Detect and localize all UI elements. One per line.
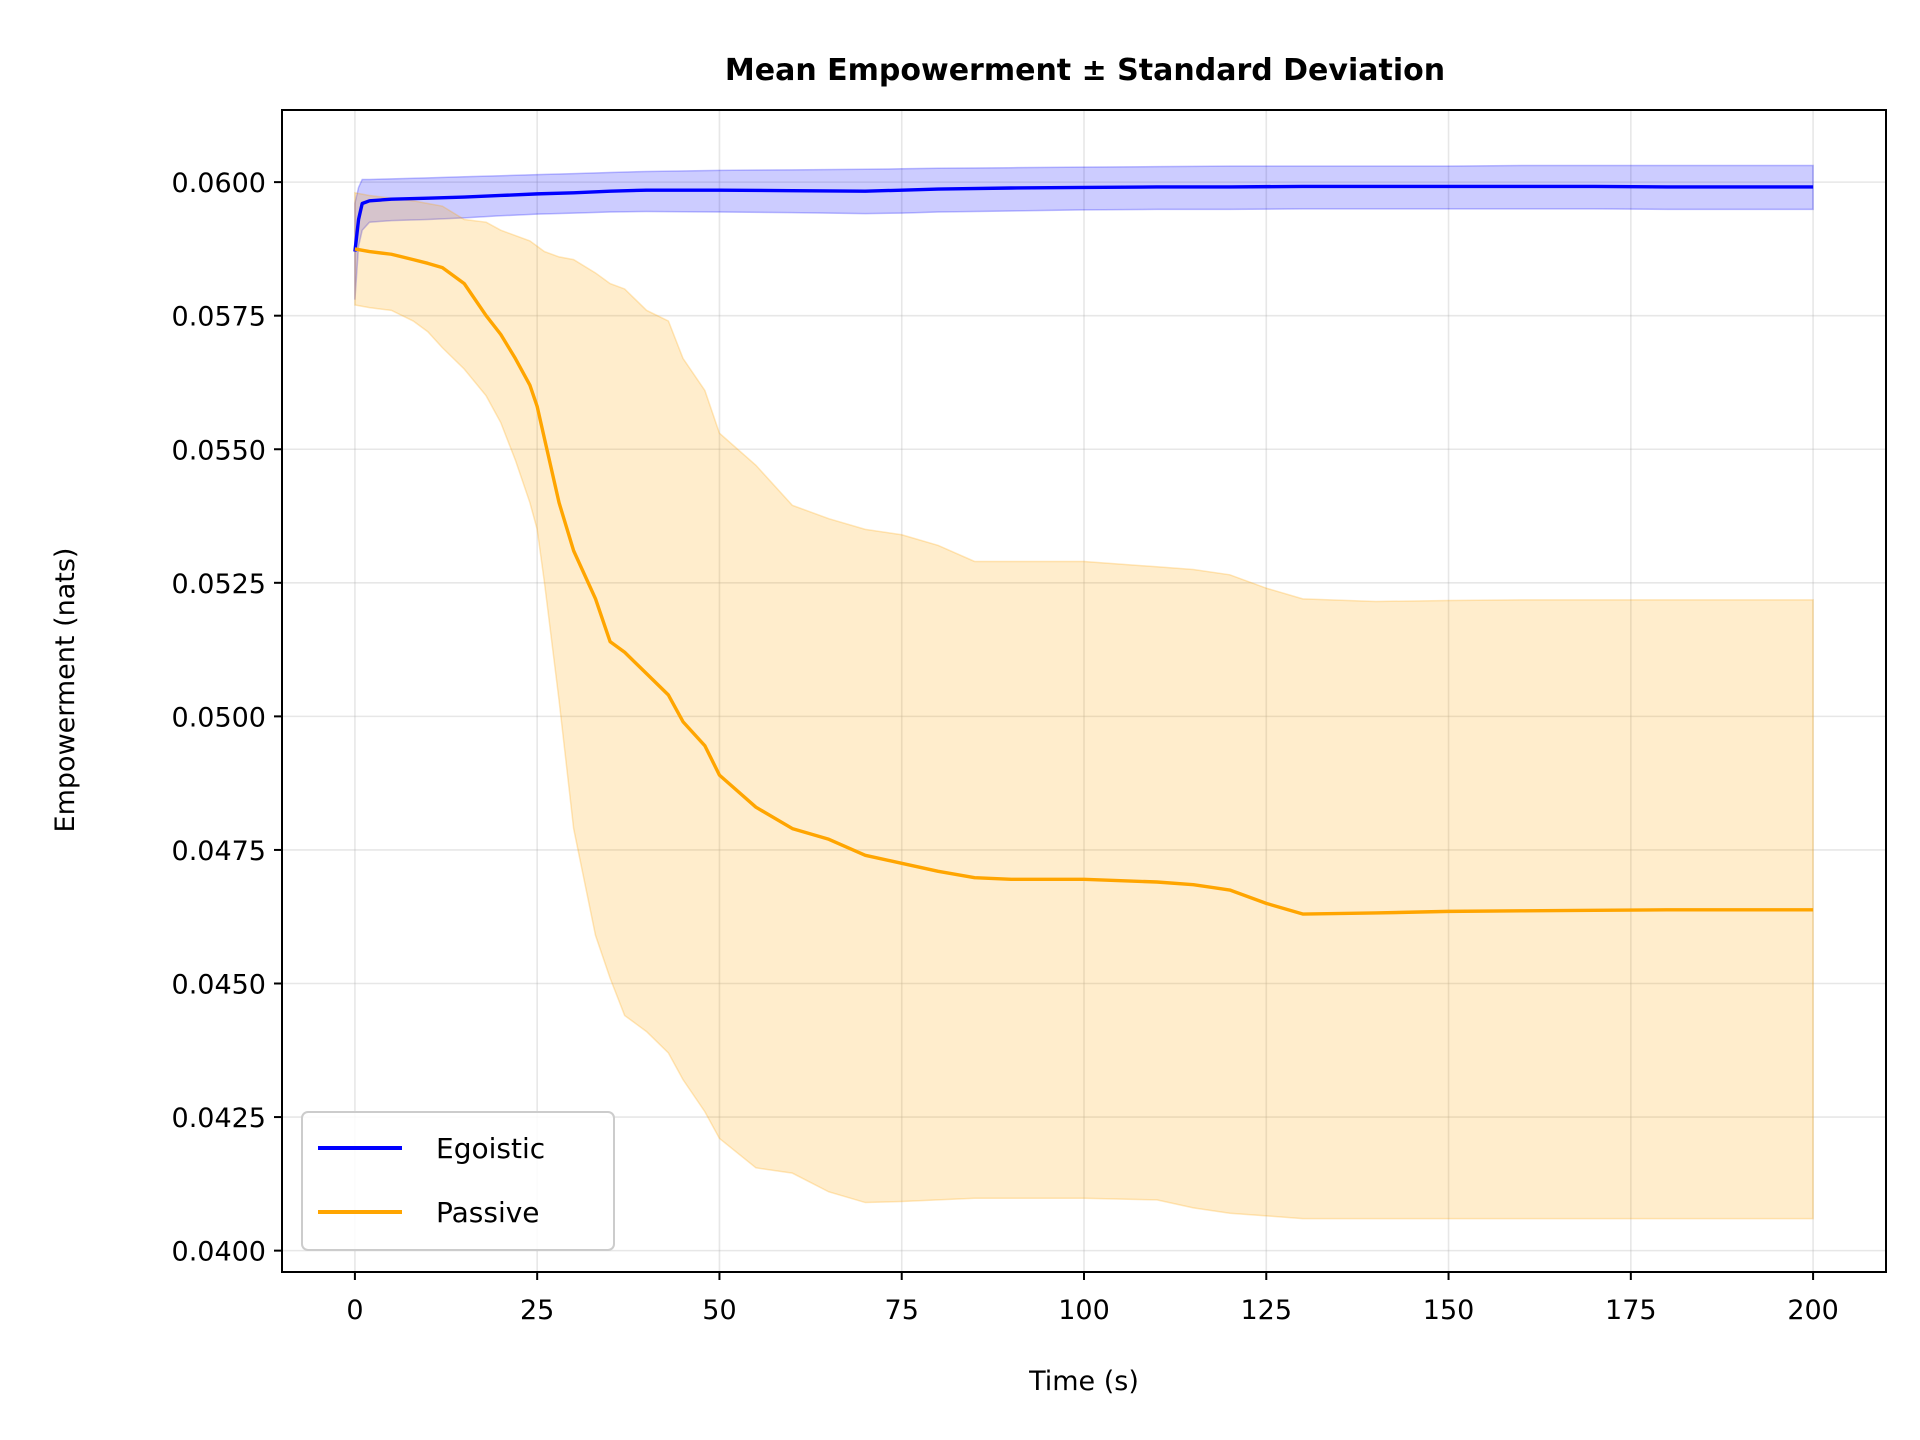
x-tick-label: 200: [1787, 1295, 1839, 1326]
chart-canvas: Mean Empowerment ± Standard Deviation 0 2…: [0, 0, 1920, 1440]
y-tick-label: 0.0450: [172, 970, 266, 1001]
y-tick-label: 0.0475: [172, 836, 266, 867]
x-tick-label: 150: [1423, 1295, 1475, 1326]
x-tick-label: 75: [885, 1295, 919, 1326]
legend-label-egoistic: Egoistic: [436, 1132, 545, 1165]
legend: Egoistic Passive: [302, 1112, 614, 1250]
y-tick-label: 0.0550: [172, 435, 266, 466]
y-tick-label: 0.0400: [172, 1237, 266, 1268]
x-tick-label: 50: [702, 1295, 736, 1326]
x-axis-label: Time (s): [1028, 1366, 1139, 1397]
y-tick-label: 0.0600: [172, 168, 266, 199]
x-tick-label: 125: [1240, 1295, 1292, 1326]
y-axis-label: Empowerment (nats): [50, 548, 81, 833]
x-tick-label: 25: [520, 1295, 554, 1326]
y-tick-label: 0.0525: [172, 569, 266, 600]
chart-title: Mean Empowerment ± Standard Deviation: [725, 53, 1445, 88]
y-tick-label: 0.0500: [172, 702, 266, 733]
x-tick-label: 175: [1605, 1295, 1657, 1326]
x-tick-label: 0: [346, 1295, 363, 1326]
y-tick-label: 0.0425: [172, 1103, 266, 1134]
legend-label-passive: Passive: [436, 1196, 540, 1229]
x-tick-label: 100: [1058, 1295, 1110, 1326]
y-tick-label: 0.0575: [172, 302, 266, 333]
